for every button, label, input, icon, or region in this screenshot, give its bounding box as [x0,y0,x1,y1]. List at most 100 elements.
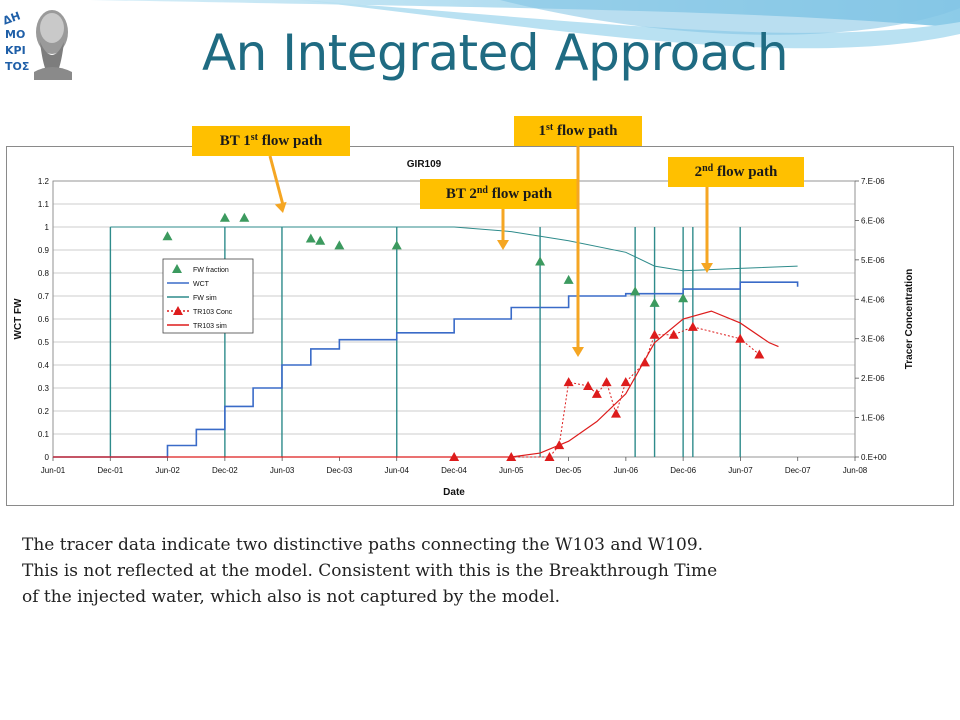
tr103-conc-marker [610,408,621,418]
y-tick-label: 0 [45,453,50,462]
callout-bt1-sup: st [250,132,259,143]
x-tick-label: Dec-01 [97,466,123,475]
y2-tick-label: 1.E-06 [861,414,885,423]
callout-fp1-main: 1 [538,123,547,139]
callout-fp1: 1st flow path [514,116,642,146]
callout-bt2-rest: flow path [487,186,553,202]
x-tick-label: Dec-02 [212,466,238,475]
fw-fraction-marker [391,240,402,250]
series-tr103-sim-line [53,310,779,458]
fw-fraction-marker [563,274,574,284]
tr103-conc-marker [563,377,574,387]
body-line-2: This is not reflected at the model. Cons… [22,561,718,581]
fw-fraction-marker [535,256,546,266]
svg-text:ΔΗ: ΔΗ [2,9,22,27]
callout-bt2: BT 2nd flow path [420,179,578,209]
fw-fraction-marker [649,297,660,307]
y2-tick-label: 5.E-06 [861,256,885,265]
y-tick-label: 0.6 [38,315,50,324]
y2-tick-label: 7.E-06 [861,177,885,186]
y-tick-label: 0.8 [38,269,50,278]
y2-tick-label: 3.E-06 [861,335,885,344]
x-axis-label: Date [443,487,465,498]
tr103-conc-marker [639,357,650,367]
callout-fp2-sup: nd [702,163,714,174]
x-tick-label: Jun-08 [843,466,868,475]
y2-tick-label: 0.E+00 [861,453,887,462]
fw-fraction-marker [219,212,230,222]
svg-text:ΤΟΣ: ΤΟΣ [5,60,29,73]
x-tick-label: Dec-05 [556,466,582,475]
callout-fp2: 2nd flow path [668,157,804,187]
header-swoosh [90,0,960,49]
tr103-conc-marker [620,377,631,387]
tr103-conc-marker [544,452,555,461]
body-line-3: of the injected water, which also is not… [22,587,561,607]
y2-tick-label: 6.E-06 [861,216,885,225]
fw-fraction-marker [630,286,641,296]
callout-fp2-rest: flow path [713,164,778,180]
y-tick-label: 0.5 [38,338,50,347]
x-tick-label: Jun-04 [384,466,409,475]
tr103-conc-marker [754,349,765,359]
x-tick-label: Jun-07 [728,466,753,475]
y-tick-label: 1 [45,223,50,232]
x-tick-label: Jun-02 [155,466,180,475]
x-tick-label: Jun-01 [41,466,66,475]
body-line-1: The tracer data indicate two distinctive… [22,535,704,555]
y-tick-label: 0.7 [38,292,50,301]
tr103-conc-marker [583,381,594,391]
tr103-conc-marker [554,440,565,450]
tr103-conc-marker [687,321,698,331]
series-tr103-conc-line [454,326,760,458]
svg-text:ΜΟ: ΜΟ [5,28,25,41]
fw-fraction-marker [678,293,689,303]
legend-marker [173,306,183,315]
fw-fraction-marker [239,212,250,222]
y-tick-label: 0.3 [38,384,50,393]
y2-tick-label: 2.E-06 [861,374,885,383]
tr103-conc-marker [649,329,660,339]
slide-title: An Integrated Approach [201,24,789,82]
y-tick-label: 0.9 [38,246,50,255]
callout-bt1: BT 1st flow path [192,126,350,156]
legend-label: TR103 sim [193,323,227,330]
x-tick-label: Dec-07 [785,466,811,475]
callout-fp1-rest: flow path [553,123,618,139]
x-tick-label: Jun-05 [499,466,524,475]
fw-fraction-marker [334,240,345,250]
series-wct-line [53,281,799,458]
y-tick-label: 0.4 [38,361,50,370]
fw-fraction-marker [305,233,316,243]
legend-label: WCT [193,281,210,288]
tr103-conc-marker [601,377,612,387]
series-fw-sim-line [110,226,798,272]
y-tick-label: 1.2 [38,177,50,186]
chart-title: GIR109 [407,159,442,170]
svg-text:ΚΡΙ: ΚΡΙ [5,44,26,57]
callout-bt1-rest: flow path [258,133,323,149]
x-tick-label: Jun-06 [614,466,639,475]
callout-bt2-main: BT 2 [445,186,477,202]
tracer-chart: 0 0.1 0.2 0.3 0.4 0.5 0.6 0.7 0.8 0.9 1 1.1 1.2 Jun-0… [13,159,915,498]
callout-bt2-sup: nd [476,185,488,196]
y-tick-label: 0.2 [38,407,50,416]
portrait-logo-icon: ΔΗ ΜΟ ΚΡΙ ΤΟΣ [2,2,76,80]
tr103-conc-marker [449,452,460,461]
y-tick-label: 0.1 [38,430,50,439]
y-axis-label: WCT FW [13,298,24,340]
x-tick-label: Dec-03 [327,466,353,475]
x-tick-label: Dec-06 [670,466,696,475]
slide-body: The tracer data indicate two distinctive… [22,532,942,610]
legend-label: FW fraction [193,267,229,274]
callout-fp1-sup: st [546,122,554,133]
callout-fp2-main: 2 [694,164,703,180]
legend-label: FW sim [193,295,217,302]
chart-container: 0 0.1 0.2 0.3 0.4 0.5 0.6 0.7 0.8 0.9 1 1.1 1.2 Jun-0… [6,146,954,506]
legend-marker [172,264,182,273]
fw-fraction-marker [315,235,326,245]
y2-axis-label: Tracer Concentration [904,269,915,370]
fw-fraction-marker [162,231,173,241]
tr103-conc-marker [735,333,746,343]
tr103-conc-marker [506,452,517,461]
